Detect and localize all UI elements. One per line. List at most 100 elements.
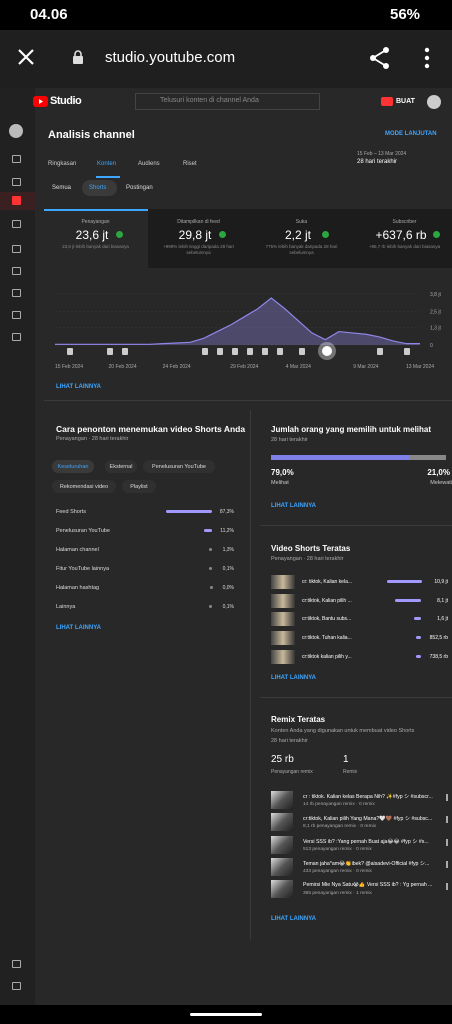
event-icon bbox=[202, 348, 208, 355]
subtab-chip bbox=[82, 180, 117, 196]
y-tick-label: 3,8 jt bbox=[430, 292, 441, 298]
youtube-logo bbox=[33, 96, 48, 107]
thumbnail bbox=[271, 835, 293, 854]
sidebar bbox=[0, 88, 35, 1005]
swiped-label: Melewati bbox=[430, 480, 452, 486]
source-bar bbox=[209, 567, 213, 570]
chip[interactable]: Eksternal bbox=[109, 464, 133, 470]
thumbnail bbox=[271, 631, 295, 646]
tab[interactable]: Ringkasan bbox=[48, 161, 77, 167]
x-tick-label: 29 Feb 2024 bbox=[230, 364, 258, 370]
see-more[interactable]: LIHAT LAINNYA bbox=[271, 675, 316, 681]
check-icon bbox=[322, 231, 329, 238]
chip[interactable]: Rekomendasi video bbox=[59, 484, 109, 490]
sidebar-icon bbox=[12, 960, 21, 968]
source-value: 87,3% bbox=[219, 509, 234, 515]
divider bbox=[250, 410, 251, 940]
sidebar-icon bbox=[12, 196, 21, 205]
see-more[interactable]: LIHAT LAINNYA bbox=[56, 384, 101, 390]
section-subtitle: Penayangan · 28 hari terakhir bbox=[271, 556, 344, 562]
remix-title: Pemirsi Mie Nya Satu😭👍 Versi SSS ib? : Y… bbox=[303, 882, 433, 889]
see-more[interactable]: LIHAT LAINNYA bbox=[271, 916, 316, 922]
chip[interactable]: Keseluruhan bbox=[57, 464, 89, 470]
divider bbox=[260, 697, 452, 698]
sidebar-icon bbox=[12, 178, 21, 186]
subtab[interactable]: Semua bbox=[52, 185, 72, 191]
line bbox=[55, 297, 420, 345]
event-icon bbox=[247, 348, 253, 355]
share-button[interactable] bbox=[368, 46, 392, 70]
remix-stat-label: Remix bbox=[343, 769, 358, 775]
close-button[interactable] bbox=[16, 47, 36, 67]
y-tick-label: 2,5 jt bbox=[430, 309, 441, 315]
more-icon bbox=[446, 883, 448, 891]
viewed-value: 79,0% bbox=[271, 468, 294, 477]
metric-label: Penayangan bbox=[81, 219, 110, 225]
viewed-bar bbox=[271, 455, 410, 460]
tab[interactable]: Audiens bbox=[138, 161, 160, 167]
metric-value: 29,8 jt bbox=[178, 228, 212, 242]
thumbnail bbox=[271, 649, 295, 664]
status-time: 04.06 bbox=[30, 6, 68, 23]
event-icon bbox=[377, 348, 383, 355]
tab[interactable]: Riset bbox=[183, 161, 197, 167]
subtab[interactable]: Shorts bbox=[89, 185, 107, 191]
chart: 0 1,3 jt 2,5 jt 3,8 jt 15 Feb 2024 20 Feb 202… bbox=[55, 292, 441, 370]
x-tick-label: 4 Mar 2024 bbox=[286, 364, 312, 370]
source-name: Fitur YouTube lainnya bbox=[56, 566, 109, 572]
remix-title: Versi SSS ib? :Yang pernah Buat aja😂😂 #f… bbox=[303, 838, 429, 845]
see-more[interactable]: LIHAT LAINNYA bbox=[271, 503, 316, 509]
avatar[interactable] bbox=[427, 95, 441, 109]
channel-avatar[interactable] bbox=[9, 124, 23, 138]
create-icon bbox=[381, 97, 393, 106]
divider bbox=[260, 525, 452, 526]
remix-stat-label: Penayangan remix bbox=[271, 769, 313, 775]
tab[interactable]: Konten bbox=[97, 161, 117, 167]
metric-label: Ditampilkan di feed bbox=[177, 219, 220, 225]
remix-title: cr : tiktok. Kalian kelas Berapa Nih? ✨#… bbox=[303, 794, 433, 800]
video-title: cr:tiktok, Kalian pilih ... bbox=[302, 597, 352, 604]
remix-meta: 14 rb penayangan remix · 0 remix bbox=[303, 802, 375, 807]
section-title: Cara penonton menemukan video Shorts And… bbox=[56, 424, 246, 434]
home-indicator bbox=[190, 1013, 262, 1016]
thumbnail bbox=[271, 857, 293, 876]
source-name: Feed Shorts bbox=[56, 509, 86, 515]
y-tick-label: 0 bbox=[430, 343, 433, 349]
section-subtitle: 28 hari terakhir bbox=[271, 738, 308, 744]
metric-note: +999% lebih tinggi daripada 28 hari sebe… bbox=[163, 244, 234, 255]
chip[interactable]: Playlist bbox=[130, 484, 148, 490]
advanced-mode[interactable]: MODE LANJUTAN bbox=[385, 131, 437, 137]
sidebar-icon bbox=[12, 333, 21, 341]
metric-note: +85,7 rb lebih banyak dari biasanya bbox=[368, 244, 441, 249]
thumbnail bbox=[271, 612, 295, 627]
video-bar bbox=[416, 654, 422, 658]
period: 28 hari terakhir bbox=[357, 159, 398, 165]
source-name: Penelusuran YouTube bbox=[56, 528, 110, 534]
video-bar bbox=[394, 598, 422, 602]
remix-meta: 8,1 rb penayangan remix · 0 remix bbox=[303, 824, 377, 830]
more-icon bbox=[446, 794, 448, 801]
y-tick-label: 1,3 jt bbox=[430, 326, 441, 332]
x-tick-label: 13 Mar 2024 bbox=[406, 364, 434, 370]
hover-marker bbox=[322, 346, 332, 356]
search-box[interactable] bbox=[135, 93, 320, 110]
create-button[interactable]: BUAT bbox=[396, 98, 415, 105]
menu-button[interactable] bbox=[422, 46, 432, 70]
metric-note: 775% lebih banyak daripada 28 hari sebel… bbox=[265, 244, 338, 255]
see-more[interactable]: LIHAT LAINNYA bbox=[56, 625, 101, 631]
url: studio.youtube.com bbox=[105, 49, 236, 66]
subtab[interactable]: Postingan bbox=[126, 185, 153, 191]
more-icon bbox=[446, 838, 448, 846]
section-subtitle: Konten Anda yang digunakan untuk membuat… bbox=[271, 728, 415, 734]
more-icon bbox=[446, 816, 448, 824]
section-title: Remix Teratas bbox=[271, 715, 326, 724]
source-bar bbox=[165, 510, 213, 513]
section-subtitle: Penayangan · 28 hari terakhir bbox=[56, 436, 129, 442]
section-title: Video Shorts Teratas bbox=[271, 544, 351, 553]
chip[interactable]: Penelusuran YouTube bbox=[152, 464, 206, 470]
sidebar-icon bbox=[12, 311, 21, 319]
thumbnail bbox=[271, 791, 293, 809]
video-views: 852,5 rb bbox=[429, 635, 448, 642]
more-icon bbox=[446, 860, 448, 868]
